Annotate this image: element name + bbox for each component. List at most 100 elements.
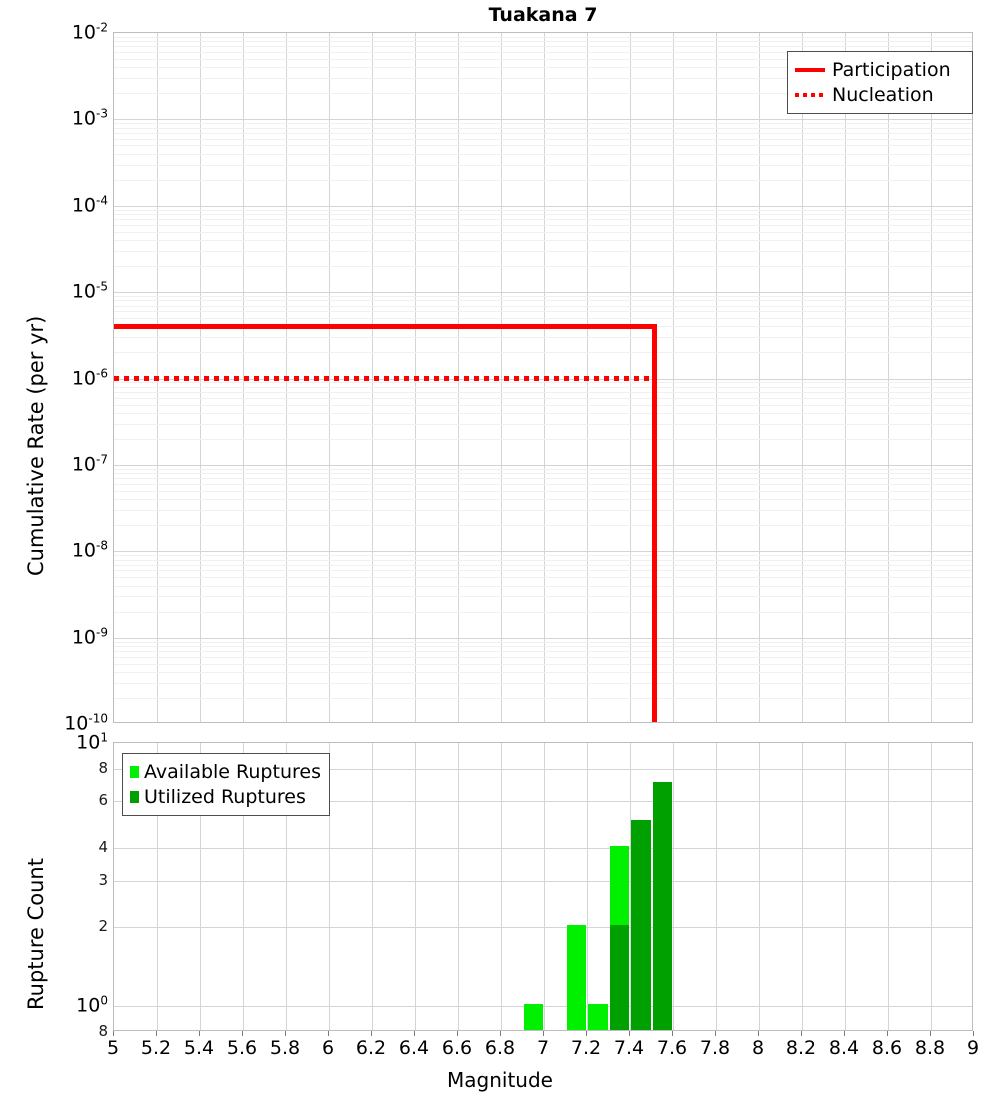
x-tick-label: 6.6: [441, 1037, 473, 1059]
grid-line-horizontal-minor: [114, 683, 972, 684]
grid-line-horizontal-minor: [114, 698, 972, 699]
grid-line-vertical: [157, 743, 158, 1030]
grid-line-horizontal: [114, 1006, 972, 1007]
legend-label-available-ruptures: Available Ruptures: [144, 760, 321, 783]
x-tick-mark: [801, 1031, 802, 1036]
x-tick-mark: [457, 1031, 458, 1036]
x-tick-mark: [156, 1031, 157, 1036]
x-tick-label: 7.4: [613, 1037, 645, 1059]
bottom-y-tick-label: 8: [98, 1022, 108, 1040]
participation-curve-horizontal: [114, 323, 657, 329]
x-tick-mark: [715, 1031, 716, 1036]
legend-item-available-ruptures: Available Ruptures: [130, 759, 321, 784]
grid-line-vertical: [845, 743, 846, 1030]
grid-line-horizontal: [114, 881, 972, 882]
grid-line-vertical: [931, 743, 932, 1030]
grid-line-horizontal-minor: [114, 405, 972, 406]
grid-line-horizontal-minor: [114, 510, 972, 511]
grid-line-horizontal-minor: [114, 59, 972, 60]
x-tick-mark: [672, 1031, 673, 1036]
bottom-y-tick-label: 3: [98, 870, 108, 889]
legend-item-nucleation: Nucleation: [795, 82, 964, 107]
legend-label-participation: Participation: [832, 58, 951, 81]
grid-line-horizontal-minor: [114, 484, 972, 485]
bottom-y-tick-label: 6: [98, 791, 108, 810]
grid-line-horizontal: [114, 848, 972, 849]
grid-line-vertical: [458, 743, 459, 1030]
grid-line-horizontal-minor: [114, 251, 972, 252]
bar-available-ruptures: [566, 925, 586, 1030]
top-y-tick-label: 10-3: [71, 106, 108, 131]
grid-line-horizontal: [114, 465, 972, 466]
grid-line-horizontal-minor: [114, 306, 972, 307]
grid-line-horizontal-minor: [114, 560, 972, 561]
grid-line-vertical: [243, 743, 244, 1030]
grid-line-horizontal-minor: [114, 145, 972, 146]
grid-line-horizontal: [114, 769, 972, 770]
x-tick-label: 5.6: [226, 1037, 258, 1059]
x-tick-label: 5: [106, 1037, 120, 1059]
legend-label-utilized-ruptures: Utilized Ruptures: [144, 785, 306, 808]
grid-line-vertical: [673, 33, 674, 722]
grid-line-vertical: [716, 33, 717, 722]
top-y-tick-label: 10-5: [71, 279, 108, 303]
bottom-panel-legend: Available Ruptures Utilized Ruptures: [122, 753, 330, 816]
grid-line-horizontal-minor: [114, 128, 972, 129]
grid-line-horizontal-minor: [114, 413, 972, 414]
figure-title: Tuakana 7: [488, 4, 598, 26]
x-tick-mark: [199, 1031, 200, 1036]
grid-line-horizontal-minor: [114, 555, 972, 556]
nucleation-curve-horizontal: [114, 376, 657, 381]
bottom-y-axis-title: Rupture Count: [24, 858, 48, 1010]
bottom-y-tick-label: 2: [98, 917, 108, 936]
top-y-axis-title: Cumulative Rate (per yr): [24, 315, 48, 576]
x-tick-label: 7.2: [570, 1037, 602, 1059]
grid-line-horizontal-minor: [114, 398, 972, 399]
x-tick-label: 8.6: [871, 1037, 903, 1059]
grid-line-horizontal-minor: [114, 672, 972, 673]
grid-line-horizontal-minor: [114, 525, 972, 526]
x-tick-mark: [758, 1031, 759, 1036]
grid-line-horizontal: [114, 638, 972, 639]
grid-line-horizontal-minor: [114, 41, 972, 42]
grid-line-horizontal-minor: [114, 469, 972, 470]
grid-line-horizontal-minor: [114, 382, 972, 383]
grid-line-horizontal-minor: [114, 296, 972, 297]
bar-available-ruptures: [523, 1004, 543, 1030]
x-tick-mark: [629, 1031, 630, 1036]
grid-line-vertical: [845, 33, 846, 722]
grid-line-vertical: [802, 33, 803, 722]
grid-line-horizontal-minor: [114, 651, 972, 652]
grid-line-horizontal: [114, 119, 972, 120]
grid-line-horizontal-minor: [114, 123, 972, 124]
top-y-tick-label: 10-4: [71, 193, 108, 217]
grid-line-horizontal: [114, 206, 972, 207]
bottom-plot-area: [114, 743, 972, 1030]
grid-line-horizontal-minor: [114, 225, 972, 226]
grid-line-horizontal-minor: [114, 219, 972, 220]
grid-line-vertical: [716, 743, 717, 1030]
x-tick-label: 6.4: [398, 1037, 430, 1059]
grid-line-horizontal-minor: [114, 318, 972, 319]
x-tick-mark: [414, 1031, 415, 1036]
legend-item-utilized-ruptures: Utilized Ruptures: [130, 784, 321, 809]
grid-line-horizontal-minor: [114, 664, 972, 665]
grid-line-horizontal: [114, 292, 972, 293]
grid-line-horizontal-minor: [114, 612, 972, 613]
x-tick-label: 5.2: [140, 1037, 172, 1059]
top-plot-area: [114, 33, 972, 722]
grid-line-horizontal-minor: [114, 210, 972, 211]
grid-line-horizontal-minor: [114, 657, 972, 658]
bar-available-ruptures: [588, 1004, 608, 1030]
grid-line-horizontal-minor: [114, 392, 972, 393]
grid-line-horizontal-minor: [114, 387, 972, 388]
grid-line-horizontal-minor: [114, 646, 972, 647]
x-tick-label: 6: [321, 1037, 335, 1059]
grid-line-horizontal-minor: [114, 424, 972, 425]
x-tick-label: 8.2: [785, 1037, 817, 1059]
top-y-tick-label: 10-9: [71, 624, 108, 649]
x-tick-label: 6.8: [484, 1037, 516, 1059]
grid-line-horizontal-minor: [114, 93, 972, 94]
bottom-y-tick-label: 8: [98, 758, 108, 777]
grid-line-horizontal-minor: [114, 266, 972, 267]
